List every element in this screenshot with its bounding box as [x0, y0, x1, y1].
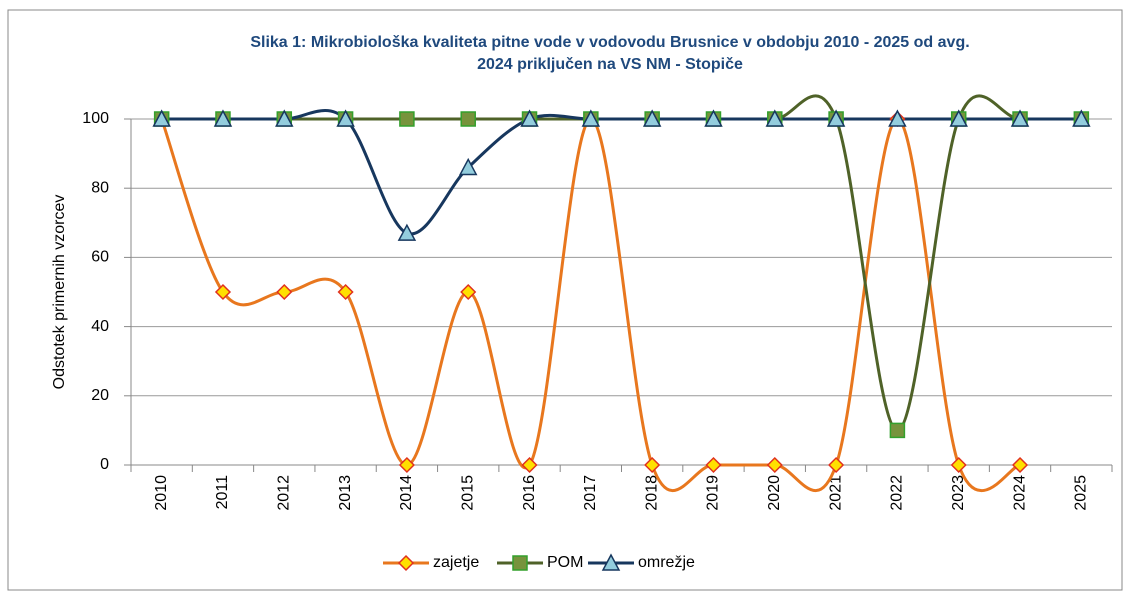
x-tick-label: 2024 — [1011, 475, 1028, 511]
marker — [336, 109, 355, 127]
chart-frame — [7, 9, 1123, 591]
x-tick-label: 2014 — [398, 475, 415, 511]
marker — [601, 553, 621, 571]
marker — [828, 456, 845, 474]
x-tick-label: 2012 — [276, 475, 293, 511]
marker — [458, 157, 478, 176]
y-tick-label: 40 — [91, 318, 109, 335]
x-tick-label: 2015 — [459, 475, 476, 511]
marker — [397, 223, 417, 241]
x-tick-label: 2018 — [643, 475, 660, 511]
marker — [888, 109, 907, 127]
legend-label: omrežje — [638, 554, 695, 571]
marker — [460, 283, 477, 301]
marker — [512, 555, 528, 571]
marker — [1011, 456, 1029, 474]
x-tick-label: 2011 — [214, 475, 231, 510]
marker — [949, 109, 968, 127]
y-tick-label: 20 — [91, 387, 109, 404]
marker — [337, 283, 354, 301]
marker — [766, 456, 783, 474]
marker — [765, 109, 785, 127]
marker — [581, 109, 601, 127]
y-tick-label: 60 — [91, 249, 109, 266]
marker — [644, 456, 661, 474]
marker — [705, 456, 722, 474]
y-tick-label: 80 — [91, 179, 109, 196]
marker — [214, 283, 232, 301]
marker — [520, 109, 539, 127]
x-tick-label: 2019 — [705, 475, 722, 511]
marker — [398, 456, 415, 474]
x-tick-label: 2017 — [582, 475, 599, 511]
x-tick-label: 2025 — [1073, 475, 1090, 511]
x-tick-label: 2023 — [950, 475, 967, 511]
x-tick-label: 2016 — [521, 475, 538, 511]
marker — [704, 109, 723, 127]
marker — [642, 109, 662, 127]
y-axis-label: Odstotek primernih vzorcev — [51, 195, 68, 390]
marker — [152, 109, 171, 127]
marker — [399, 111, 415, 127]
marker — [889, 422, 906, 439]
marker — [950, 456, 967, 474]
marker — [521, 456, 538, 474]
marker — [397, 554, 415, 572]
marker — [1010, 109, 1030, 127]
x-tick-label: 2010 — [153, 475, 170, 511]
marker — [275, 109, 294, 127]
x-tick-label: 2021 — [827, 475, 844, 511]
chart-title: Slika 1: Mikrobiološka kvaliteta pitne v… — [250, 34, 969, 51]
x-tick-label: 2013 — [337, 475, 354, 511]
y-tick-label: 100 — [82, 110, 109, 127]
marker — [213, 109, 233, 127]
chart-title: 2024 priključen na VS NM - Stopiče — [477, 56, 743, 73]
y-tick-label: 0 — [100, 456, 109, 473]
x-tick-label: 2020 — [766, 475, 783, 511]
marker — [826, 109, 846, 127]
marker — [1072, 109, 1091, 127]
marker — [276, 283, 293, 301]
legend-label: POM — [547, 554, 583, 571]
legend-label: zajetje — [433, 554, 479, 571]
marker — [460, 111, 476, 127]
x-tick-label: 2022 — [889, 475, 906, 511]
